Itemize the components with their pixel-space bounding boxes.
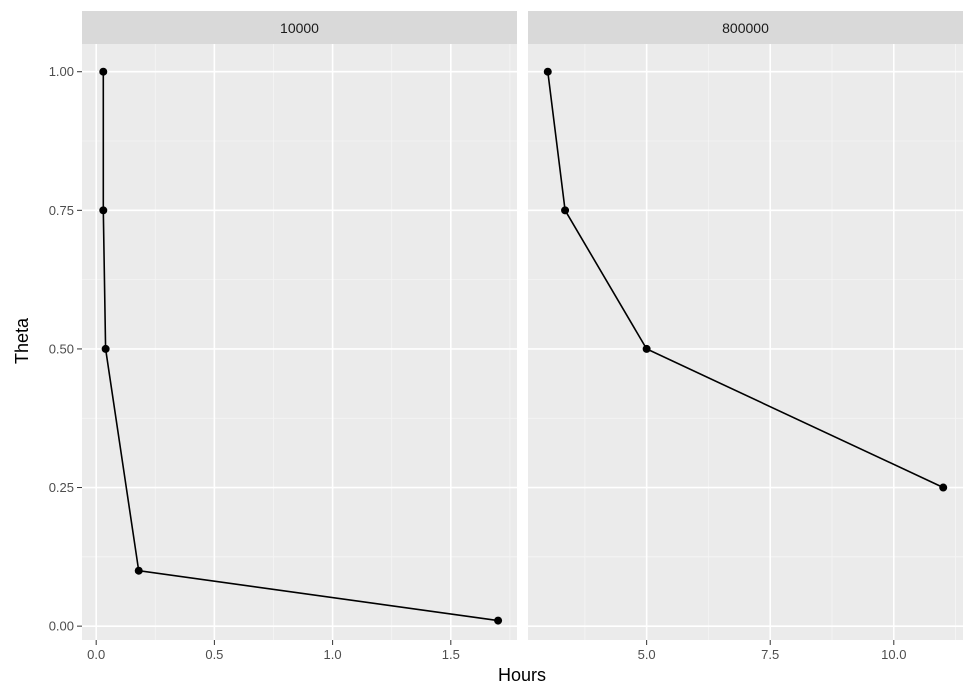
facet-panel: 800000 5.0 7.5 10.0: [528, 11, 963, 662]
data-point: [561, 206, 570, 215]
series-line: [547, 71, 944, 489]
x-tick-label: 0.5: [205, 647, 223, 662]
x-tick-label: 1.0: [324, 647, 342, 662]
facet-strip-label: 800000: [722, 20, 769, 36]
y-axis-title: Theta: [12, 317, 32, 364]
x-tick-label: 0.0: [87, 647, 105, 662]
facet-strip: [528, 11, 963, 44]
data-point: [642, 344, 651, 353]
y-tick-label: 0.25: [49, 480, 74, 495]
data-point: [494, 616, 503, 625]
y-tick-label: 0.75: [49, 203, 74, 218]
y-tick-label: 0.00: [49, 619, 74, 634]
x-tick-label: 10.0: [881, 647, 906, 662]
facet-strip-label: 10000: [280, 20, 319, 36]
panels-layer: 10000 0.0 0.5 1.0 1.5 800000 5.0 7.5 10.0: [82, 11, 963, 662]
data-point: [939, 483, 948, 492]
data-point: [99, 206, 108, 215]
y-axis: 0.00 0.25 0.50 0.75 1.00: [49, 64, 82, 634]
y-tick-label: 0.50: [49, 341, 74, 356]
x-tick-label: 5.0: [638, 647, 656, 662]
facet-strip: [82, 11, 517, 44]
x-tick-label: 1.5: [442, 647, 460, 662]
x-tick-label: 7.5: [761, 647, 779, 662]
x-axis-title: Hours: [498, 665, 546, 685]
data-point: [101, 344, 110, 353]
panel-background: [82, 44, 517, 640]
data-point: [134, 566, 143, 575]
panel-background: [528, 44, 963, 640]
facet-panel: 10000 0.0 0.5 1.0 1.5: [82, 11, 517, 662]
data-point: [543, 67, 552, 76]
data-point: [99, 67, 108, 76]
y-tick-label: 1.00: [49, 64, 74, 79]
